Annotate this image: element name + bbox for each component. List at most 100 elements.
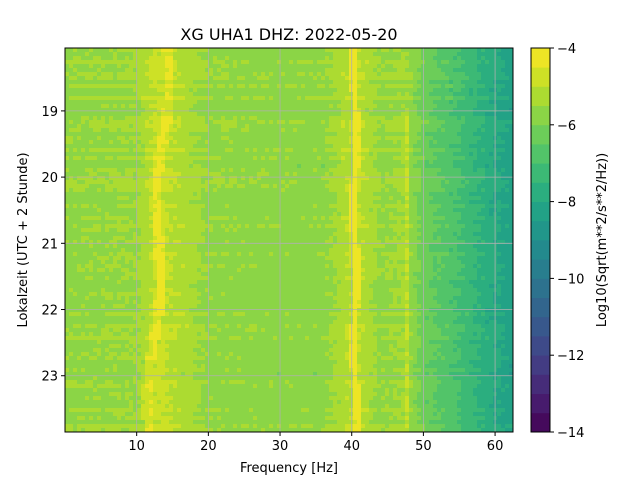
- heatmap-cell: [325, 52, 330, 57]
- heatmap-cell: [349, 144, 354, 149]
- heatmap-cell: [341, 148, 346, 153]
- heatmap-cell: [181, 128, 186, 133]
- heatmap-cell: [405, 96, 410, 101]
- heatmap-cell: [401, 136, 406, 141]
- heatmap-cell: [185, 212, 190, 217]
- heatmap-cell: [409, 184, 414, 189]
- heatmap-cell: [205, 92, 210, 97]
- heatmap-cell: [349, 136, 354, 141]
- heatmap-cell: [209, 200, 214, 205]
- heatmap-cell: [121, 160, 126, 165]
- heatmap-cell: [489, 212, 494, 217]
- heatmap-cell: [269, 140, 274, 145]
- heatmap-cell: [265, 48, 270, 53]
- heatmap-cell: [269, 136, 274, 141]
- heatmap-cell: [161, 188, 166, 193]
- heatmap-cell: [245, 180, 250, 185]
- heatmap-cell: [149, 184, 154, 189]
- heatmap-cell: [169, 152, 174, 157]
- heatmap-cell: [393, 88, 398, 93]
- heatmap-cell: [381, 148, 386, 153]
- heatmap-cell: [185, 152, 190, 157]
- heatmap-cell: [149, 76, 154, 81]
- heatmap-cell: [377, 176, 382, 181]
- heatmap-cell: [249, 96, 254, 101]
- heatmap-cell: [165, 120, 170, 125]
- heatmap-cell: [121, 76, 126, 81]
- heatmap-cell: [293, 56, 298, 61]
- heatmap-cell: [149, 64, 154, 69]
- heatmap-cell: [353, 176, 358, 181]
- heatmap-cell: [185, 108, 190, 113]
- heatmap-cell: [501, 60, 506, 65]
- heatmap-cell: [137, 112, 142, 117]
- heatmap-cell: [285, 208, 290, 213]
- heatmap-cell: [161, 80, 166, 85]
- heatmap-cell: [481, 116, 486, 121]
- heatmap-cell: [125, 204, 130, 209]
- heatmap-cell: [153, 96, 158, 101]
- heatmap-cell: [201, 56, 206, 61]
- heatmap-cell: [389, 180, 394, 185]
- heatmap-cell: [433, 172, 438, 177]
- heatmap-cell: [205, 180, 210, 185]
- heatmap-cell: [301, 144, 306, 149]
- heatmap-cell: [349, 104, 354, 109]
- heatmap-cell: [201, 60, 206, 65]
- heatmap-cell: [497, 120, 502, 125]
- heatmap-cell: [265, 224, 270, 229]
- heatmap-cell: [293, 124, 298, 129]
- heatmap-cell: [293, 60, 298, 65]
- heatmap-cell: [289, 164, 294, 169]
- heatmap-cell: [501, 168, 506, 173]
- heatmap-cell: [237, 204, 242, 209]
- heatmap-cell: [313, 208, 318, 213]
- heatmap-cell: [429, 184, 434, 189]
- heatmap-cell: [225, 120, 230, 125]
- heatmap-cell: [433, 76, 438, 81]
- heatmap-cell: [185, 168, 190, 173]
- heatmap-cell: [133, 156, 138, 161]
- heatmap-cell: [281, 144, 286, 149]
- heatmap-cell: [197, 176, 202, 181]
- heatmap-cell: [265, 52, 270, 57]
- heatmap-cell: [157, 52, 162, 57]
- heatmap-cell: [393, 200, 398, 205]
- heatmap-cell: [213, 76, 218, 81]
- heatmap-cell: [485, 72, 490, 77]
- heatmap-cell: [89, 72, 94, 77]
- heatmap-cell: [273, 76, 278, 81]
- heatmap-cell: [305, 164, 310, 169]
- heatmap-cell: [65, 92, 70, 97]
- heatmap-cell: [85, 192, 90, 197]
- heatmap-cell: [457, 100, 462, 105]
- heatmap-cell: [321, 144, 326, 149]
- heatmap-cell: [441, 100, 446, 105]
- heatmap-cell: [509, 112, 513, 117]
- heatmap-cell: [409, 116, 414, 121]
- heatmap-cell: [113, 96, 118, 101]
- heatmap-cell: [81, 220, 86, 225]
- heatmap-cell: [133, 180, 138, 185]
- heatmap-cell: [453, 188, 458, 193]
- heatmap-cell: [209, 196, 214, 201]
- heatmap-cell: [169, 140, 174, 145]
- heatmap-cell: [153, 132, 158, 137]
- heatmap-cell: [369, 64, 374, 69]
- heatmap-cell: [365, 184, 370, 189]
- heatmap-cell: [281, 92, 286, 97]
- heatmap-cell: [445, 76, 450, 81]
- heatmap-cell: [309, 60, 314, 65]
- heatmap-cell: [505, 156, 510, 161]
- heatmap-cell: [97, 72, 102, 77]
- heatmap-cell: [137, 104, 142, 109]
- heatmap-cell: [357, 144, 362, 149]
- heatmap-cell: [301, 148, 306, 153]
- heatmap-cell: [213, 156, 218, 161]
- heatmap-cell: [497, 108, 502, 113]
- heatmap-cell: [189, 88, 194, 93]
- heatmap-cell: [97, 172, 102, 177]
- heatmap-cell: [241, 176, 246, 181]
- heatmap-cell: [381, 140, 386, 145]
- heatmap-cell: [401, 116, 406, 121]
